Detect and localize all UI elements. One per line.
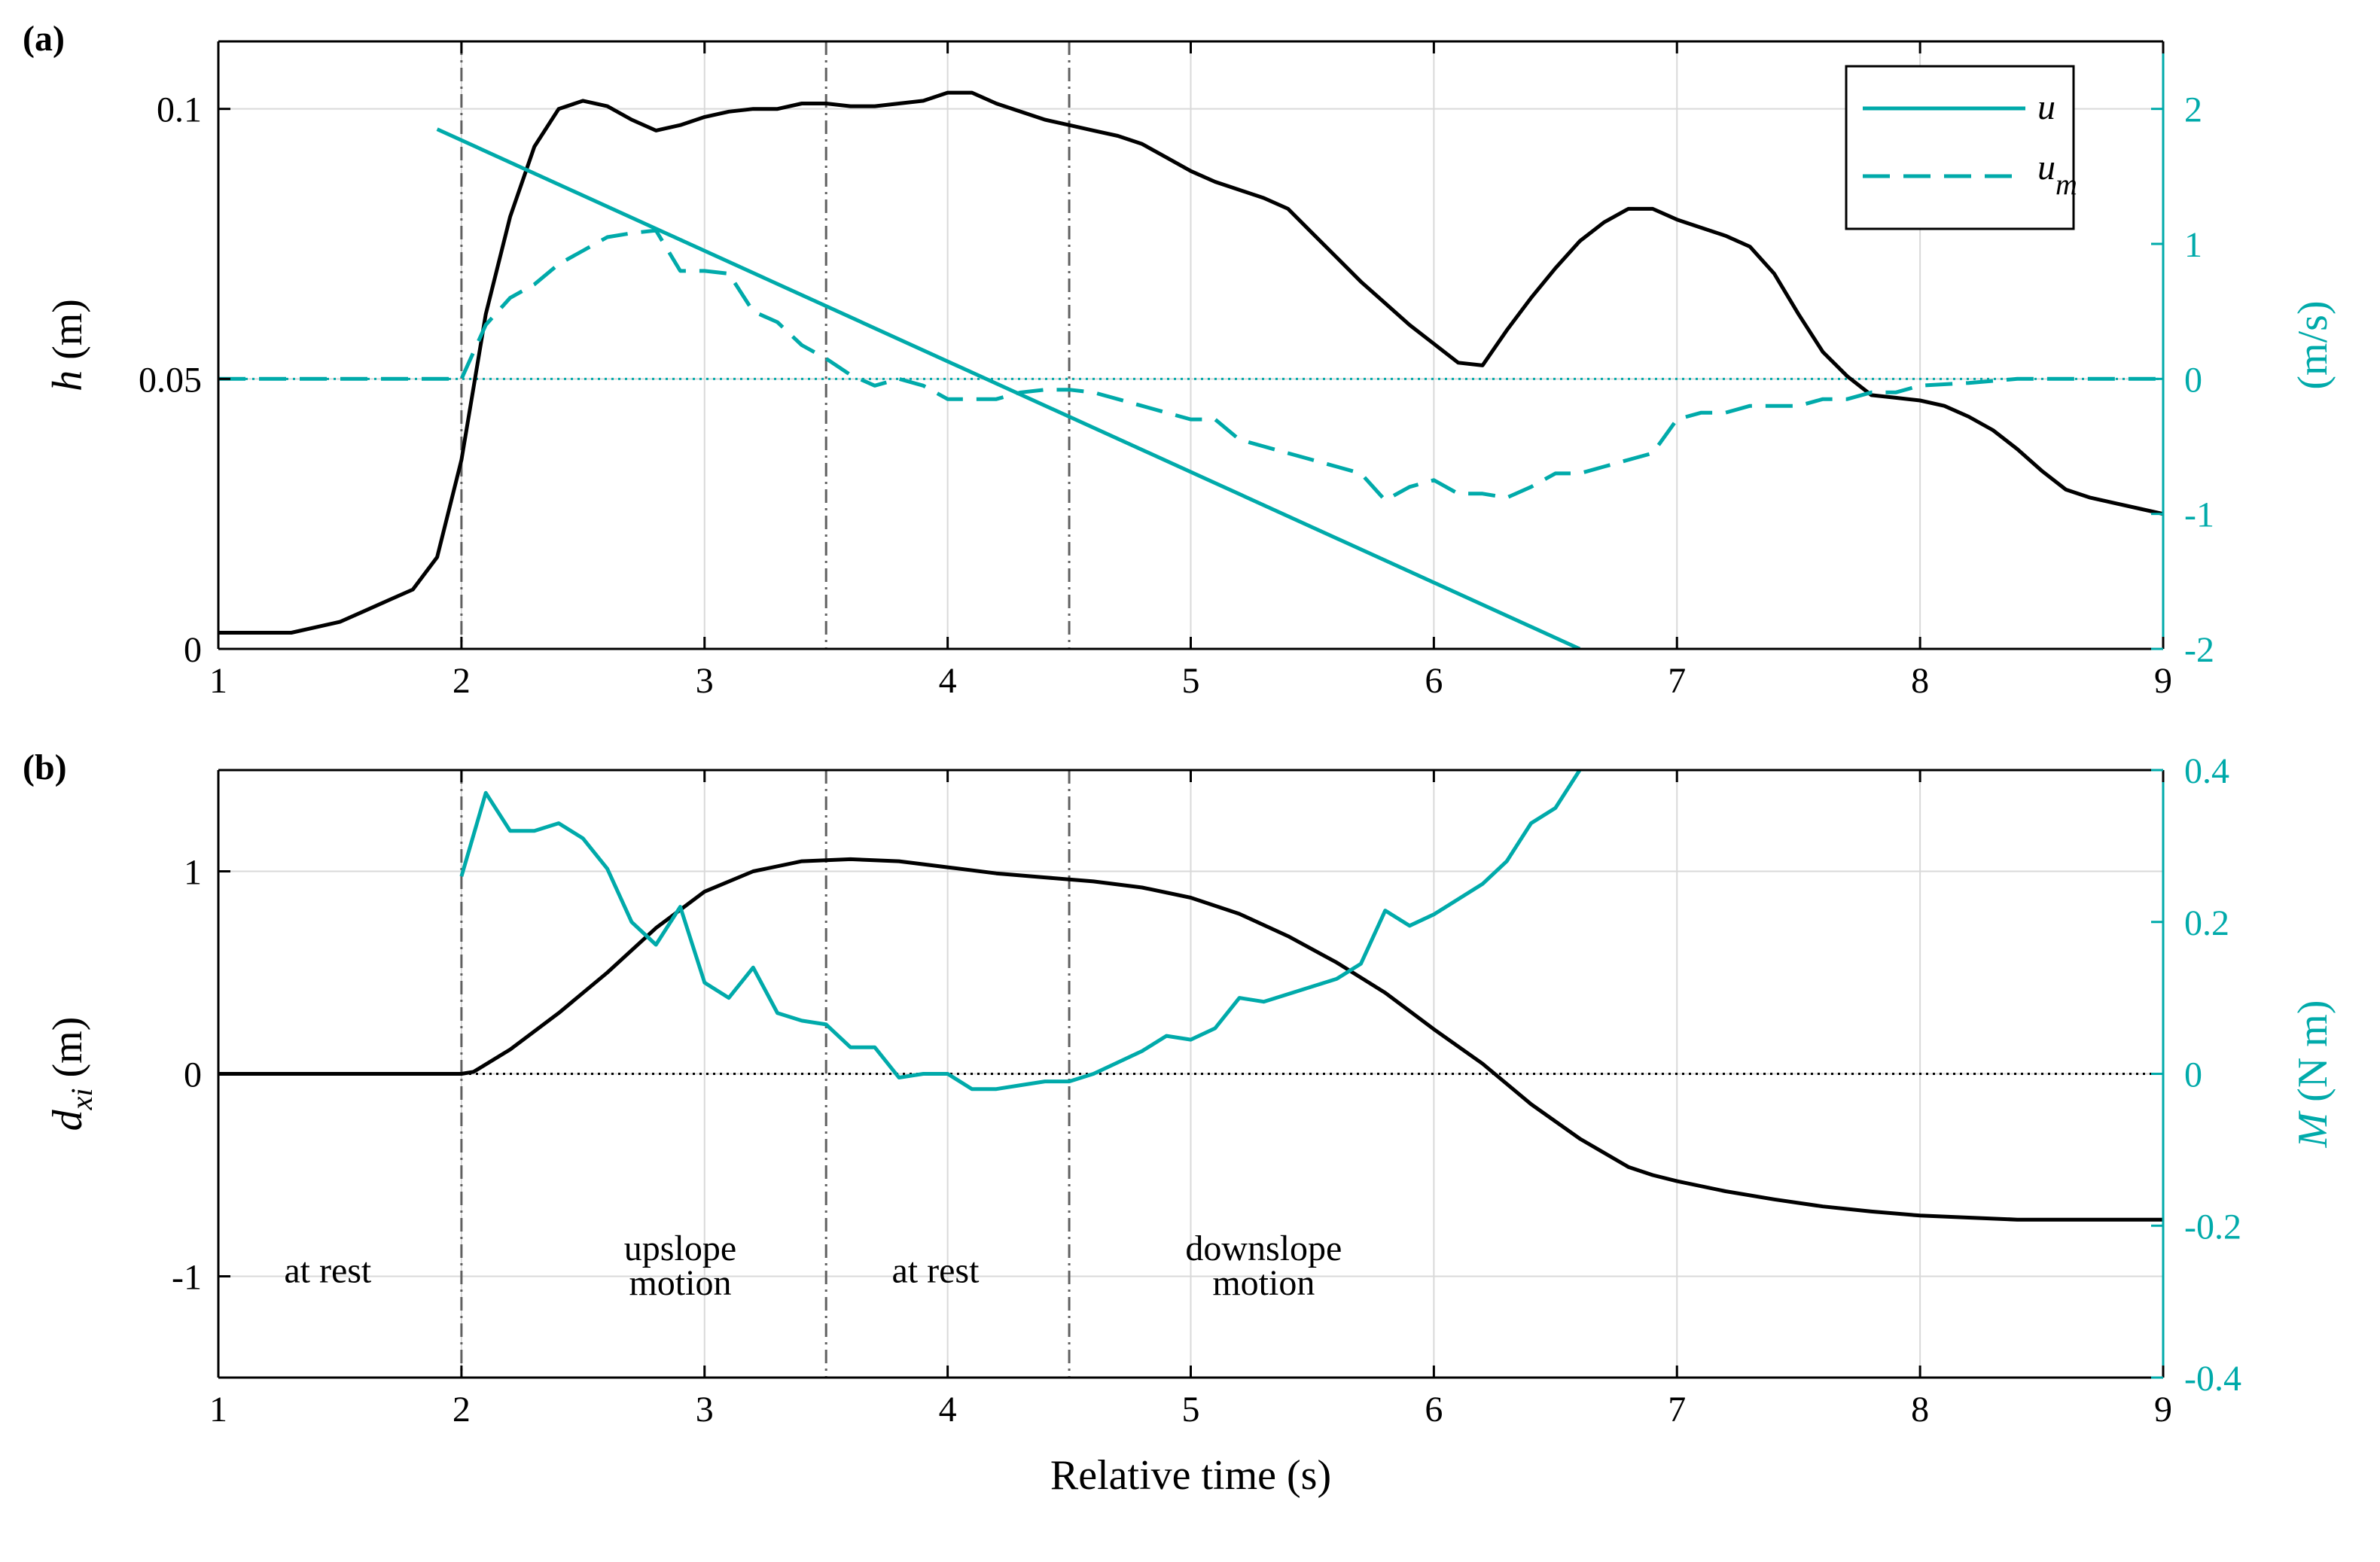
panel-b-xtick-label: 1	[209, 1390, 227, 1430]
panel-a-ytick-right-label: -2	[2184, 630, 2214, 670]
panel-b-xtick-label: 9	[2154, 1390, 2172, 1430]
panel-a-xtick-label: 4	[939, 661, 957, 701]
panel-a-ytick-right-label: 1	[2184, 225, 2202, 265]
panel-b-series-d-xi	[218, 857, 2163, 1222]
panel-b-xtick-label: 2	[453, 1390, 471, 1430]
panel-a-legend-box	[1845, 65, 2075, 230]
panel-b-phase-annotation: at rest	[284, 1251, 372, 1291]
panel-a-ytick-right-label: -1	[2184, 495, 2214, 535]
panel-b-ytick-right-label: 0.2	[2184, 903, 2229, 943]
panel-b-ytick-left-label: -1	[172, 1258, 202, 1298]
panel-a-xtick-label: 7	[1668, 661, 1686, 701]
panel-a-series-u-m	[218, 228, 2163, 503]
panel-a-ytick-right-label: 0	[2184, 360, 2202, 400]
panel-b-ytick-right-label: -0.2	[2184, 1207, 2241, 1247]
panel-b-xtick-label: 7	[1668, 1390, 1686, 1430]
panel-b-ytick-right-label: -0.4	[2184, 1359, 2241, 1399]
panel-b-phase-annotation: at rest	[892, 1251, 980, 1291]
panel-b-phase-annotation: downslope motion	[1185, 1229, 1342, 1303]
panel-a-series-u	[436, 127, 1581, 649]
panel-a-ytick-left-label: 0.1	[157, 90, 202, 130]
panel-b-ytick-left-label: 1	[184, 853, 202, 893]
panel-b-ytick-right-label: 0	[2184, 1055, 2202, 1095]
panel-a-legend-label-um: um	[2037, 148, 2077, 201]
panel-b-ytick-right-label: 0.4	[2184, 751, 2229, 791]
panel-a-label: (a)	[23, 19, 65, 59]
panel-a-ytick-right-label: 2	[2184, 90, 2202, 130]
panel-b-xtick-label: 5	[1182, 1390, 1200, 1430]
panel-a-xtick-label: 5	[1182, 661, 1200, 701]
panel-b: 1 2 3 4 5 6 7 8 9 -1 0 1 -0.4 -0.2 0 0.2 0.4 (b) dxi (m) M …	[23, 748, 2336, 1499]
panel-a-xtick-label: 6	[1425, 661, 1443, 701]
panel-a-series-h	[218, 90, 2163, 635]
panel-a-ylabel-left: h (m)	[44, 299, 91, 391]
panel-a-ylabel-right: (m/s)	[2290, 300, 2336, 389]
panel-b-series-M	[459, 770, 1582, 1092]
panel-b-ytick-left-label: 0	[184, 1055, 202, 1095]
panel-b-xtick-label: 4	[939, 1390, 957, 1430]
panel-a-xtick-label: 1	[209, 661, 227, 701]
panel-b-label: (b)	[23, 748, 67, 787]
panel-a-xtick-label: 8	[1911, 661, 1929, 701]
panel-a-legend-label-u: u	[2037, 87, 2055, 127]
panel-b-xtick-label: 6	[1425, 1390, 1443, 1430]
panel-a-ytick-left-label: 0.05	[139, 360, 202, 400]
panel-b-ylabel-left: dxi (m)	[44, 1017, 99, 1131]
panel-a-ytick-left-label: 0	[184, 630, 202, 670]
panel-b-xtick-label: 8	[1911, 1390, 1929, 1430]
panel-b-phase-annotation: upslope motion	[624, 1229, 736, 1303]
panel-a-xtick-label: 9	[2154, 661, 2172, 701]
panel-a-xtick-label: 2	[453, 661, 471, 701]
panel-b-ylabel-right: M (N m)	[2290, 1000, 2336, 1149]
panel-a-xtick-label: 3	[696, 661, 714, 701]
panel-b-xtick-label: 3	[696, 1390, 714, 1430]
panel-b-xlabel: Relative time (s)	[1050, 1452, 1331, 1499]
